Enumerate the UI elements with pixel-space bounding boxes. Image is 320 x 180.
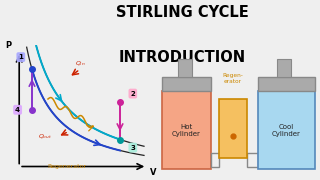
Bar xyxy=(277,58,291,77)
Bar xyxy=(247,153,258,166)
Bar xyxy=(258,77,315,91)
Text: Cool
Cylinder: Cool Cylinder xyxy=(272,123,301,137)
Bar xyxy=(219,99,247,158)
Bar xyxy=(211,153,219,166)
Text: Regen-
erator: Regen- erator xyxy=(222,73,243,84)
Text: V: V xyxy=(150,168,157,177)
Text: 2: 2 xyxy=(131,91,135,97)
Bar xyxy=(162,91,211,169)
Text: $Q_{in}$: $Q_{in}$ xyxy=(75,59,85,68)
Text: 1: 1 xyxy=(18,54,23,60)
Bar xyxy=(258,91,315,169)
Text: STIRLING CYCLE: STIRLING CYCLE xyxy=(116,5,249,20)
Bar xyxy=(178,58,192,77)
Text: INTRODUCTION: INTRODUCTION xyxy=(119,50,246,65)
Text: $Q_{out}$: $Q_{out}$ xyxy=(38,132,52,141)
Text: Regenerator: Regenerator xyxy=(48,164,87,169)
Text: 3: 3 xyxy=(130,145,135,151)
Text: Hot
Cylinder: Hot Cylinder xyxy=(172,123,201,137)
Text: P: P xyxy=(5,41,11,50)
Text: 4: 4 xyxy=(15,107,20,113)
Bar xyxy=(162,77,211,91)
